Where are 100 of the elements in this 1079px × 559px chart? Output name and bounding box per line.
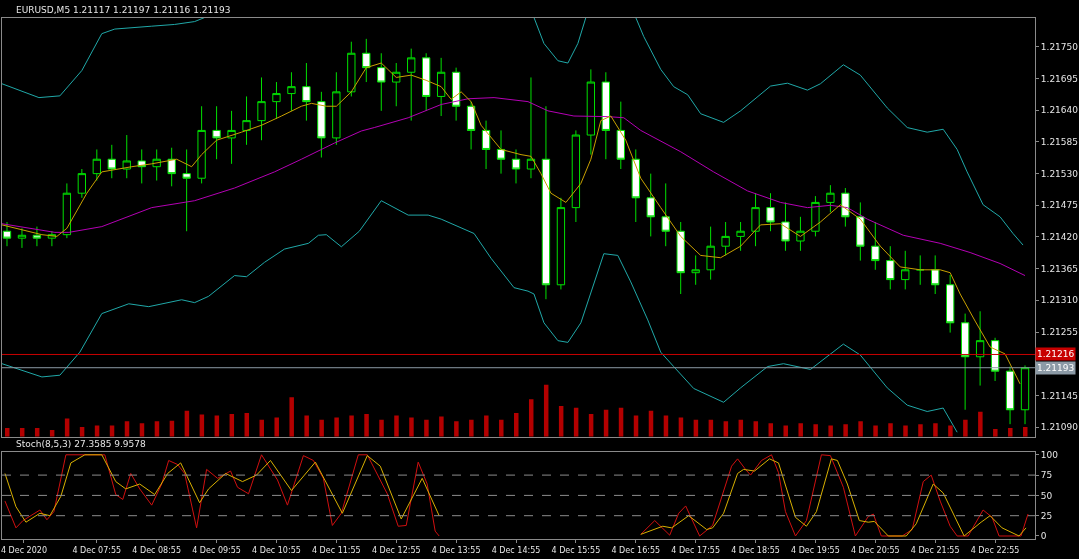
bar: [798, 423, 803, 437]
ref-line-label: 1.21216: [1037, 349, 1075, 359]
candlestick: [541, 105, 551, 300]
bar: [993, 429, 998, 437]
candlestick: [646, 173, 655, 237]
x-tick-label: 4 Dec 08:55: [132, 545, 182, 555]
candlestick: [841, 187, 850, 228]
candlestick: [32, 226, 42, 247]
candlestick: [901, 250, 910, 290]
y-tick-label: 1.21640: [1040, 105, 1079, 116]
candlestick: [661, 182, 670, 247]
candlestick: [1005, 366, 1015, 425]
candlestick: [781, 201, 790, 252]
candlestick: [721, 221, 730, 256]
candlestick: [586, 68, 596, 156]
candlestick: [422, 52, 431, 112]
candlestick: [451, 67, 461, 122]
y-tick-label: 1.21530: [1040, 168, 1079, 179]
bar: [334, 417, 339, 437]
bar: [978, 411, 983, 437]
line-series: [2, 200, 958, 433]
candlestick: [691, 254, 700, 286]
candlestick: [182, 148, 191, 232]
bar: [514, 412, 519, 437]
bar: [349, 415, 354, 437]
bar: [933, 423, 938, 437]
candlestick: [931, 254, 940, 295]
bar: [304, 415, 309, 437]
candlestick: [197, 105, 206, 184]
x-tick-label: 4 Dec 21:55: [910, 545, 960, 555]
candlestick: [496, 129, 506, 175]
candlestick: [826, 184, 835, 213]
candlestick: [242, 95, 251, 146]
y-tick-label: 1.21310: [1040, 295, 1079, 306]
bar: [289, 397, 294, 437]
candlestick: [436, 57, 446, 117]
bar: [274, 417, 279, 437]
x-tick-label: 4 Dec 20:55: [850, 545, 900, 555]
candlestick: [317, 91, 326, 158]
chart-title: Stoch(8,5,3) 27.3585 9.9578: [16, 439, 147, 449]
candlestick: [856, 201, 865, 262]
candlestick: [77, 168, 87, 199]
y-tick-label: 1.21750: [1040, 42, 1079, 53]
candlestick: [871, 221, 880, 271]
y-tick-label: 1.21255: [1040, 327, 1079, 338]
x-tick-label: 4 Dec 11:55: [311, 545, 361, 555]
line-series: [2, 97, 1026, 277]
candlestick: [631, 148, 640, 223]
bar: [499, 419, 504, 437]
bar: [439, 416, 444, 437]
x-tick-label: 4 Dec 13:55: [431, 545, 481, 555]
bar: [409, 417, 414, 437]
candlestick: [946, 274, 955, 334]
candlestick: [960, 313, 970, 411]
x-tick-label: 4 Dec 15:55: [551, 545, 601, 555]
bar: [484, 415, 489, 437]
x-tick-label: 4 Dec 2020: [0, 545, 47, 555]
bar: [1023, 426, 1028, 437]
bar: [873, 425, 878, 437]
candlestick: [17, 227, 27, 249]
bar: [783, 425, 788, 437]
candlestick: [616, 101, 625, 170]
line-series: [2, 62, 1021, 385]
y-tick-label: 1.21420: [1040, 232, 1079, 243]
x-tick-label: 4 Dec 14:55: [491, 545, 541, 555]
y-tick-label: 100: [1040, 449, 1059, 460]
x-tick-label: 4 Dec 19:55: [791, 545, 840, 555]
bar: [469, 419, 474, 437]
bar: [948, 425, 953, 437]
x-tick-label: 4 Dec 16:55: [611, 545, 661, 555]
y-tick-label: 50: [1040, 490, 1053, 501]
bar: [843, 424, 848, 437]
candlestick: [212, 105, 221, 160]
y-tick-label: 75: [1040, 470, 1053, 481]
x-tick-label: 4 Dec 10:55: [252, 545, 301, 555]
x-tick-label: 4 Dec 22:55: [970, 545, 1020, 555]
ref-line-label: 1.21193: [1037, 363, 1075, 373]
candlestick: [407, 48, 416, 122]
y-tick-label: 1.21145: [1040, 390, 1079, 401]
candlestick: [766, 192, 775, 232]
candlestick: [571, 129, 581, 223]
bar: [813, 424, 818, 437]
y-tick-label: 1.21585: [1040, 137, 1079, 148]
bar: [394, 415, 399, 437]
bar: [888, 423, 893, 437]
x-tick-label: 4 Dec 09:55: [192, 545, 241, 555]
candlestick: [122, 134, 131, 179]
candlestick: [466, 101, 476, 150]
chart-title: EURUSD,M5 1.21117 1.21197 1.21116 1.21193: [16, 5, 231, 15]
candlestick: [601, 71, 610, 160]
candlestick: [751, 192, 760, 247]
bar: [319, 419, 324, 437]
candlestick: [526, 76, 536, 179]
candlestick: [347, 41, 356, 97]
candlestick: [302, 62, 311, 122]
candlestick: [736, 221, 745, 252]
candlestick: [62, 182, 72, 239]
x-tick-label: 4 Dec 07:55: [72, 545, 122, 555]
x-tick-label: 4 Dec 18:55: [731, 545, 780, 555]
bar: [963, 419, 968, 437]
